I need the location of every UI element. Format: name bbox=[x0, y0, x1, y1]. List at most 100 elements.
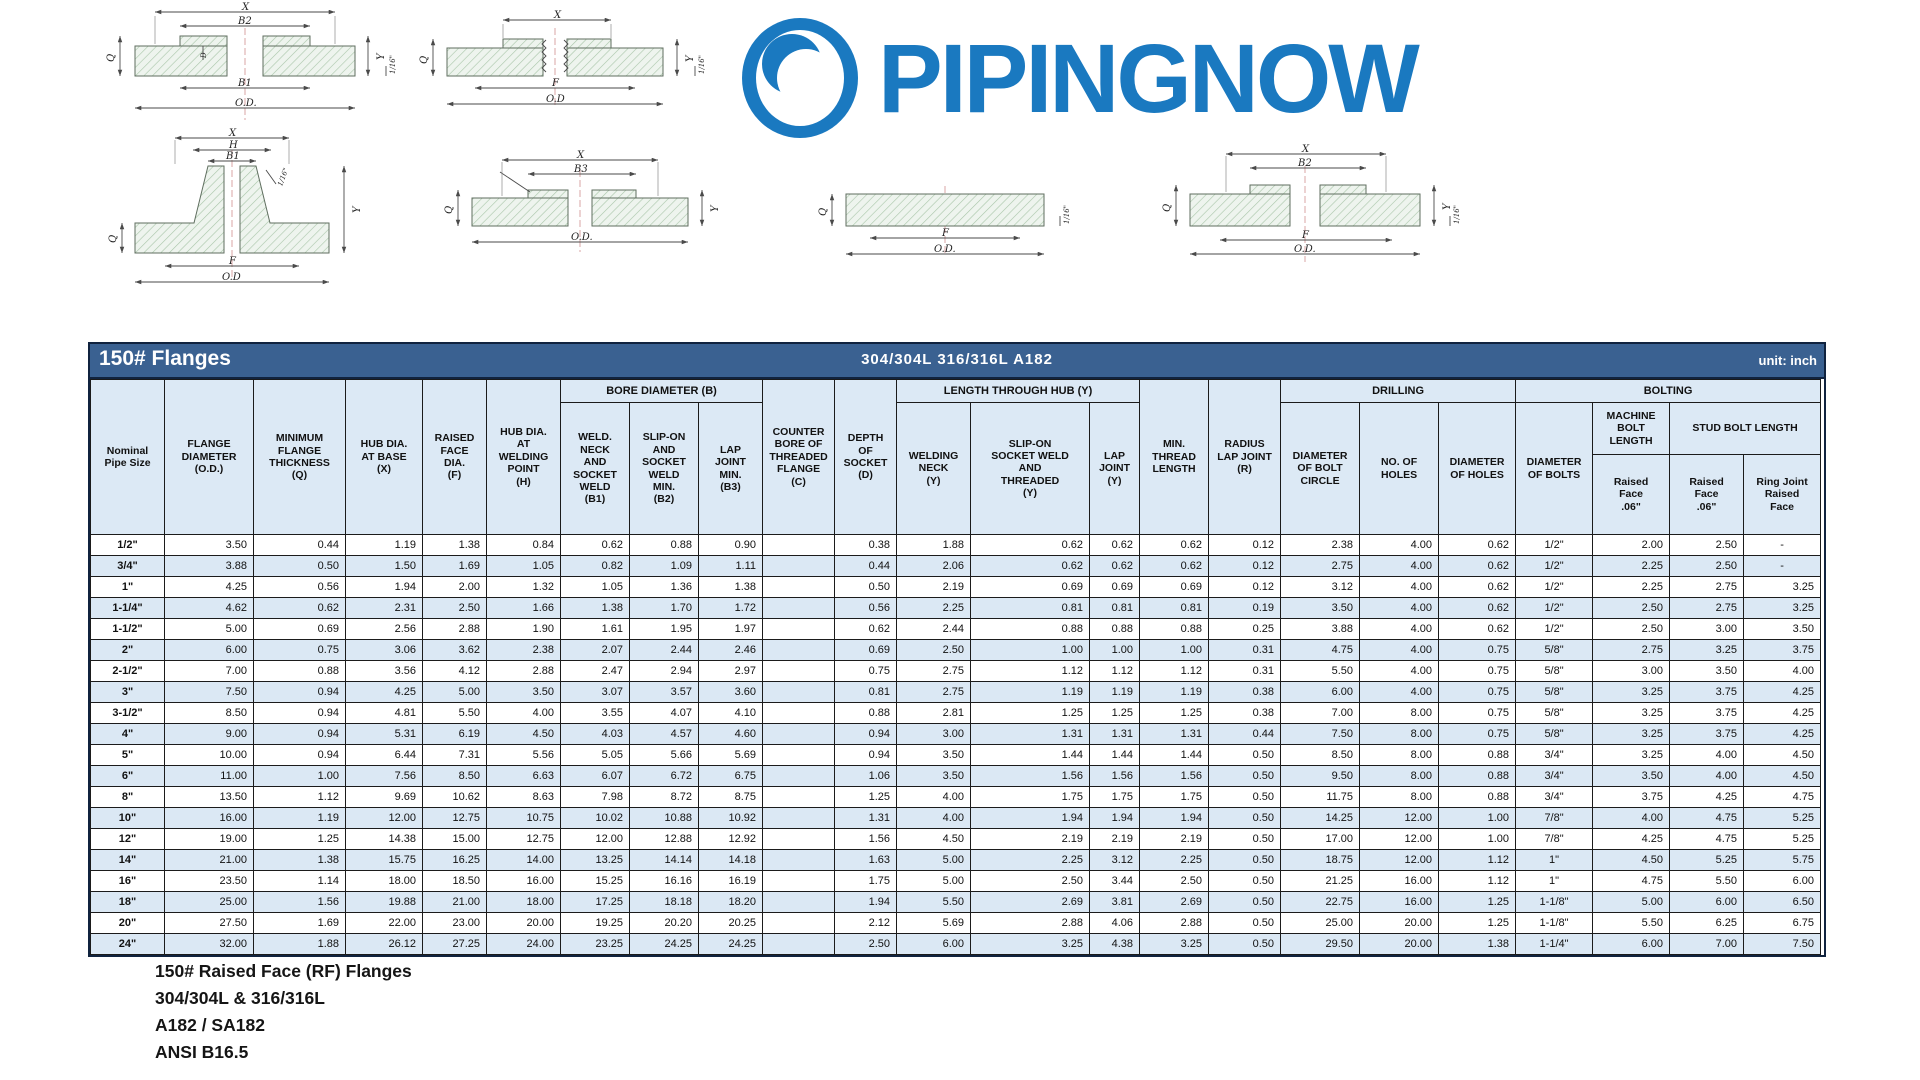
value-cell: 8.50 bbox=[1280, 744, 1361, 766]
value-cell bbox=[762, 534, 836, 556]
value-cell: 2.38 bbox=[1280, 534, 1361, 556]
value-cell: 2.25 bbox=[896, 597, 972, 619]
pipingnow-logo: PIPINGNOW bbox=[738, 12, 1420, 144]
dim-label: O.D bbox=[222, 272, 241, 283]
value-cell: 3.50 bbox=[1669, 660, 1745, 682]
value-cell: 5/8" bbox=[1515, 660, 1594, 682]
pipe-size-cell: 6" bbox=[90, 765, 165, 787]
value-cell: 0.50 bbox=[1208, 807, 1282, 829]
value-cell: 3.50 bbox=[896, 744, 972, 766]
value-cell: 23.25 bbox=[560, 933, 630, 955]
value-cell: 4.57 bbox=[629, 723, 699, 745]
value-cell: 6.07 bbox=[560, 765, 630, 787]
value-cell: 1.25 bbox=[1438, 891, 1517, 913]
value-cell: 4.03 bbox=[560, 723, 630, 745]
dim-label: Q bbox=[818, 208, 829, 216]
value-cell: 24.25 bbox=[629, 933, 699, 955]
value-cell: 2.69 bbox=[1139, 891, 1210, 913]
value-cell: 1.50 bbox=[345, 555, 423, 577]
value-cell: 2.19 bbox=[896, 576, 972, 598]
value-cell: 2.75 bbox=[1280, 555, 1361, 577]
value-cell: 4.75 bbox=[1743, 786, 1822, 808]
value-cell: 1.00 bbox=[970, 639, 1091, 661]
dim-label: O.D. bbox=[1294, 244, 1316, 255]
value-cell: 2.00 bbox=[1592, 534, 1671, 556]
value-cell: 1.72 bbox=[697, 597, 764, 619]
dim-label: Q bbox=[106, 54, 117, 62]
footer-notes: 150# Raised Face (RF) Flanges 304/304L &… bbox=[155, 958, 412, 1066]
value-cell: 1.75 bbox=[1089, 786, 1141, 808]
footer-line: ANSI B16.5 bbox=[155, 1042, 249, 1062]
value-cell: 3.25 bbox=[1743, 597, 1822, 619]
value-cell: 1.94 bbox=[970, 807, 1091, 829]
value-cell: 5.25 bbox=[1669, 849, 1745, 871]
value-cell bbox=[762, 786, 836, 808]
value-cell bbox=[762, 912, 836, 934]
value-cell: 4.00 bbox=[1359, 597, 1440, 619]
flange-data-grid: Nominal Pipe Size FLANGE DIAMETER (O.D.)… bbox=[90, 379, 1822, 955]
value-cell: 1.36 bbox=[629, 576, 699, 598]
value-cell: 12.92 bbox=[697, 828, 764, 850]
pipe-size-cell: 1/2" bbox=[90, 534, 165, 556]
value-cell: 25.00 bbox=[1280, 912, 1361, 934]
value-cell: 1.94 bbox=[1139, 807, 1210, 829]
value-cell: 1.56 bbox=[253, 891, 346, 913]
value-cell: 20.25 bbox=[697, 912, 764, 934]
pipe-size-cell: 1-1/4" bbox=[90, 597, 165, 619]
value-cell: 2.19 bbox=[1139, 828, 1210, 850]
value-cell: 18.18 bbox=[629, 891, 699, 913]
value-cell: 10.88 bbox=[629, 807, 699, 829]
value-cell: 8.00 bbox=[1359, 723, 1440, 745]
dim-label: 1/16" bbox=[1453, 205, 1461, 224]
value-cell bbox=[762, 870, 836, 892]
dim-label: B3 bbox=[573, 164, 588, 175]
value-cell: 1.19 bbox=[253, 807, 346, 829]
value-cell: 3.25 bbox=[1139, 933, 1210, 955]
threaded-flange-drawing: X Q F O.D Y 1/16" bbox=[419, 10, 705, 108]
table-row: 3-1/2" 8.50 0.94 4.81 5.50 4.00 3.55 4.07 4.10 0.… bbox=[90, 702, 1822, 724]
value-cell: 0.62 bbox=[1438, 597, 1517, 619]
value-cell: 25.00 bbox=[164, 891, 254, 913]
value-cell: 4.12 bbox=[422, 660, 487, 682]
table-row: 1-1/4" 4.62 0.62 2.31 2.50 1.66 1.38 1.70 1.72 0.… bbox=[90, 597, 1822, 619]
col-header-depth-of-socket: DEPTH OF SOCKET (D) bbox=[834, 379, 898, 535]
value-cell: 2.19 bbox=[970, 828, 1091, 850]
table-row: 1-1/2" 5.00 0.69 2.56 2.88 1.90 1.61 1.95 1.97 0.… bbox=[90, 618, 1822, 640]
value-cell: 6.00 bbox=[1669, 891, 1745, 913]
col-header-hub-dia-welding: HUB DIA. AT WELDING POINT (H) bbox=[486, 379, 561, 535]
pipe-size-cell: 2" bbox=[90, 639, 165, 661]
pipe-size-cell: 2-1/2" bbox=[90, 660, 165, 682]
dim-label: D bbox=[200, 52, 208, 59]
col-header-no-of-holes: NO. OF HOLES bbox=[1359, 402, 1440, 535]
value-cell bbox=[762, 891, 836, 913]
value-cell: 0.88 bbox=[1089, 618, 1141, 640]
value-cell: 15.25 bbox=[560, 870, 630, 892]
value-cell: 2.44 bbox=[896, 618, 972, 640]
value-cell: 20.00 bbox=[1359, 933, 1440, 955]
value-cell: 0.88 bbox=[970, 618, 1091, 640]
value-cell: 0.44 bbox=[253, 534, 346, 556]
value-cell: 2.56 bbox=[345, 618, 423, 640]
value-cell: 1.12 bbox=[253, 786, 346, 808]
value-cell: 4.00 bbox=[486, 702, 561, 724]
value-cell: 3.00 bbox=[1669, 618, 1745, 640]
dim-label: H bbox=[228, 140, 238, 151]
value-cell: 1.75 bbox=[970, 786, 1091, 808]
value-cell: 2.75 bbox=[1669, 576, 1745, 598]
value-cell: 0.88 bbox=[1438, 744, 1517, 766]
value-cell: 16.25 bbox=[422, 849, 487, 871]
value-cell: 10.00 bbox=[164, 744, 254, 766]
value-cell: 3.25 bbox=[1669, 639, 1745, 661]
value-cell: 0.12 bbox=[1208, 555, 1282, 577]
dim-label: Y bbox=[1442, 202, 1453, 210]
value-cell: 4.50 bbox=[1592, 849, 1671, 871]
value-cell: 0.94 bbox=[253, 681, 346, 703]
value-cell: 4.25 bbox=[1669, 786, 1745, 808]
value-cell: 26.12 bbox=[345, 933, 423, 955]
value-cell: 11.75 bbox=[1280, 786, 1361, 808]
value-cell: 3.25 bbox=[1592, 744, 1671, 766]
value-cell: 7.50 bbox=[164, 681, 254, 703]
value-cell: 4.10 bbox=[697, 702, 764, 724]
value-cell: 0.50 bbox=[1208, 933, 1282, 955]
value-cell: 1.00 bbox=[1438, 807, 1517, 829]
